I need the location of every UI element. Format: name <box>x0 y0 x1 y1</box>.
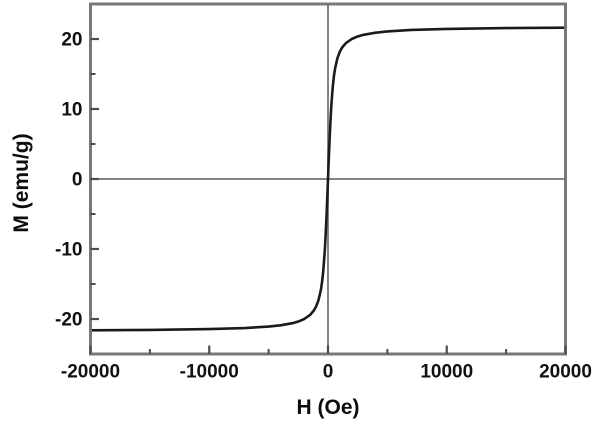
y-tick-label: -10 <box>55 240 82 261</box>
x-tick-label: 10000 <box>420 362 473 383</box>
x-tick-label: 20000 <box>539 362 592 383</box>
y-axis-title: M (emu/g) <box>10 133 33 233</box>
x-axis-title: H (Oe) <box>296 396 360 419</box>
x-tick-label: 0 <box>323 362 334 383</box>
y-tick-label: 20 <box>61 30 82 51</box>
y-tick-label: 10 <box>61 100 82 121</box>
magnetization-curve <box>89 26 567 332</box>
y-tick-label: -20 <box>55 310 82 331</box>
x-tick-label: -10000 <box>180 362 239 383</box>
x-tick-label: -20000 <box>61 362 120 383</box>
y-tick-label: 0 <box>72 170 83 191</box>
